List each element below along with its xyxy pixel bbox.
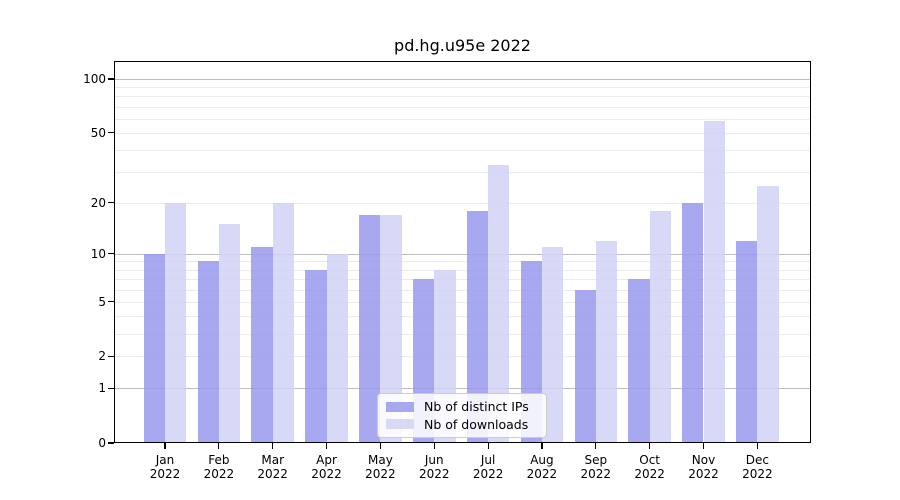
y-tick-mark [108, 442, 114, 444]
y-tick-label-0: 0 [98, 436, 106, 450]
x-tick-label-may: May 2022 [365, 453, 396, 481]
bar-downloads-mar [272, 202, 294, 443]
gridline-8 [114, 269, 811, 271]
bar-downloads-jul [488, 164, 510, 443]
bar-downloads-may [380, 215, 402, 443]
y-tick-mark [108, 301, 114, 303]
legend: Nb of distinct IPs Nb of downloads [377, 393, 547, 438]
x-tick-mark [702, 443, 705, 449]
x-tick-mark [595, 443, 597, 449]
x-tick-mark [487, 443, 489, 449]
legend-swatch-downloads-icon [386, 419, 414, 430]
bar-distinct-ips-apr [305, 269, 327, 443]
bar-downloads-apr [326, 253, 348, 443]
x-tick-mark [218, 443, 220, 449]
x-tick-label-nov: Nov 2022 [688, 453, 719, 481]
gridline-3 [114, 333, 811, 335]
y-tick-label-10: 10 [90, 246, 106, 261]
bar-distinct-ips-may [359, 215, 381, 443]
bar-distinct-ips-dec [736, 240, 758, 443]
x-tick-mark [272, 443, 274, 449]
bar-distinct-ips-jan [143, 253, 165, 443]
plot-border [114, 61, 811, 443]
legend-item-downloads: Nb of downloads [386, 417, 538, 432]
gridline-7 [114, 278, 811, 280]
y-tick-mark [108, 387, 114, 389]
bar-downloads-aug [541, 247, 564, 443]
legend-label-distinct-ips: Nb of distinct IPs [424, 399, 529, 415]
bar-distinct-ips-mar [251, 247, 273, 443]
gridline-2 [114, 356, 811, 358]
x-tick-label-feb: Feb 2022 [203, 453, 235, 481]
bar-distinct-ips-nov [682, 202, 704, 443]
chart-title: pd.hg.u95e 2022 [394, 36, 531, 55]
gridline-10 [114, 253, 811, 255]
x-tick-mark [756, 443, 758, 449]
y-tick-mark [108, 78, 114, 80]
y-tick-label-100: 100 [83, 72, 106, 86]
legend-label-downloads: Nb of downloads [424, 416, 529, 432]
x-tick-label-mar: Mar 2022 [257, 453, 288, 481]
y-tick-label-1: 1 [98, 381, 106, 396]
gridline-40 [114, 150, 811, 152]
y-tick-label-50: 50 [90, 125, 106, 140]
x-tick-label-jan: Jan 2022 [149, 453, 181, 481]
gridline-30 [114, 172, 811, 174]
gridline-6 [114, 289, 811, 291]
legend-swatch-distinct-ips-icon [386, 401, 414, 412]
gridline-90 [114, 87, 811, 89]
bar-downloads-jan [165, 202, 187, 443]
bar-distinct-ips-jul [466, 210, 489, 443]
y-tick-mark [108, 132, 114, 134]
x-tick-label-dec: Dec 2022 [742, 453, 773, 481]
gridline-20 [114, 202, 811, 204]
gridline-9 [114, 261, 811, 263]
x-tick-mark [649, 443, 651, 449]
gridline-70 [114, 106, 811, 108]
y-tick-label-20: 20 [90, 195, 106, 210]
bar-distinct-ips-sep [574, 289, 596, 443]
x-tick-mark [541, 443, 543, 449]
bar-distinct-ips-oct [628, 279, 650, 443]
y-tick-label-5: 5 [98, 294, 106, 309]
gridline-4 [114, 316, 811, 318]
legend-item-distinct-ips: Nb of distinct IPs [386, 399, 538, 414]
gridline-5 [114, 301, 811, 303]
gridline-100 [114, 79, 811, 80]
gridline-80 [114, 96, 811, 98]
x-tick-mark [433, 443, 435, 449]
x-tick-mark [164, 443, 166, 449]
x-tick-label-jun: Jun 2022 [418, 453, 450, 481]
x-tick-label-jul: Jul 2022 [472, 453, 504, 481]
bar-downloads-nov [703, 121, 725, 443]
y-tick-label-2: 2 [98, 349, 106, 364]
bar-distinct-ips-feb [197, 261, 219, 443]
plot-area: Nb of distinct IPs Nb of downloads [114, 61, 811, 443]
y-tick-mark [108, 355, 114, 357]
x-tick-mark [379, 443, 381, 449]
gridline-1 [114, 388, 811, 390]
bar-downloads-dec [757, 186, 779, 443]
y-tick-mark [108, 253, 114, 255]
y-tick-mark [108, 202, 114, 204]
x-tick-label-oct: Oct 2022 [634, 453, 665, 481]
x-tick-mark [325, 443, 328, 449]
bar-downloads-feb [218, 224, 241, 443]
x-tick-label-sep: Sep 2022 [580, 453, 612, 481]
bar-downloads-sep [595, 240, 618, 443]
gridline-60 [114, 118, 811, 120]
gridline-50 [114, 132, 811, 134]
x-tick-label-aug: Aug 2022 [526, 453, 558, 481]
x-tick-label-apr: Apr 2022 [311, 453, 342, 481]
bar-downloads-oct [649, 210, 671, 443]
